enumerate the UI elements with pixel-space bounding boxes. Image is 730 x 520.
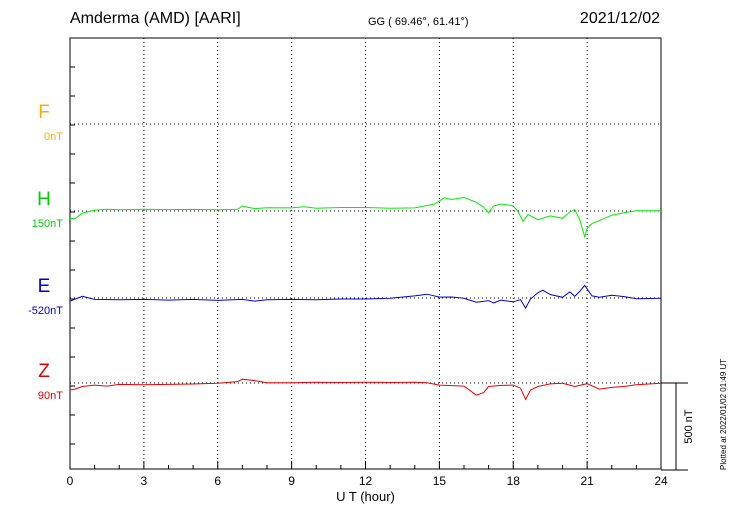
series-name-e: E [38,276,51,297]
series-base-e: -520nT [28,305,63,317]
series-line-h [69,196,661,239]
geographic-coords: GG ( 69.46°, 61.41°) [368,16,469,28]
series-base-h: 150nT [32,218,63,230]
x-tick-label: 12 [359,474,373,488]
x-tick-label: 3 [141,474,148,488]
x-tick-label: 15 [433,474,447,488]
series-line-e [69,284,662,310]
series-base-z: 90nT [38,390,63,402]
x-axis-label: U T (hour) [336,489,395,504]
series-name-z: Z [38,361,50,382]
series-line-z [69,378,662,401]
x-tick-label: 21 [580,474,594,488]
scale-bar-label: 500 nT [683,409,695,444]
x-tick-label: 0 [67,474,74,488]
x-tick-label: 6 [214,474,221,488]
series-name-f: F [38,102,50,123]
x-tick-label: 18 [507,474,521,488]
series-base-f: 0nT [44,131,63,143]
series-name-h: H [37,189,51,210]
x-tick-label: 9 [288,474,295,488]
date-label: 2021/12/02 [579,10,660,27]
station-title: Amderma (AMD) [AARI] [70,10,241,27]
x-tick-label: 24 [654,474,668,488]
